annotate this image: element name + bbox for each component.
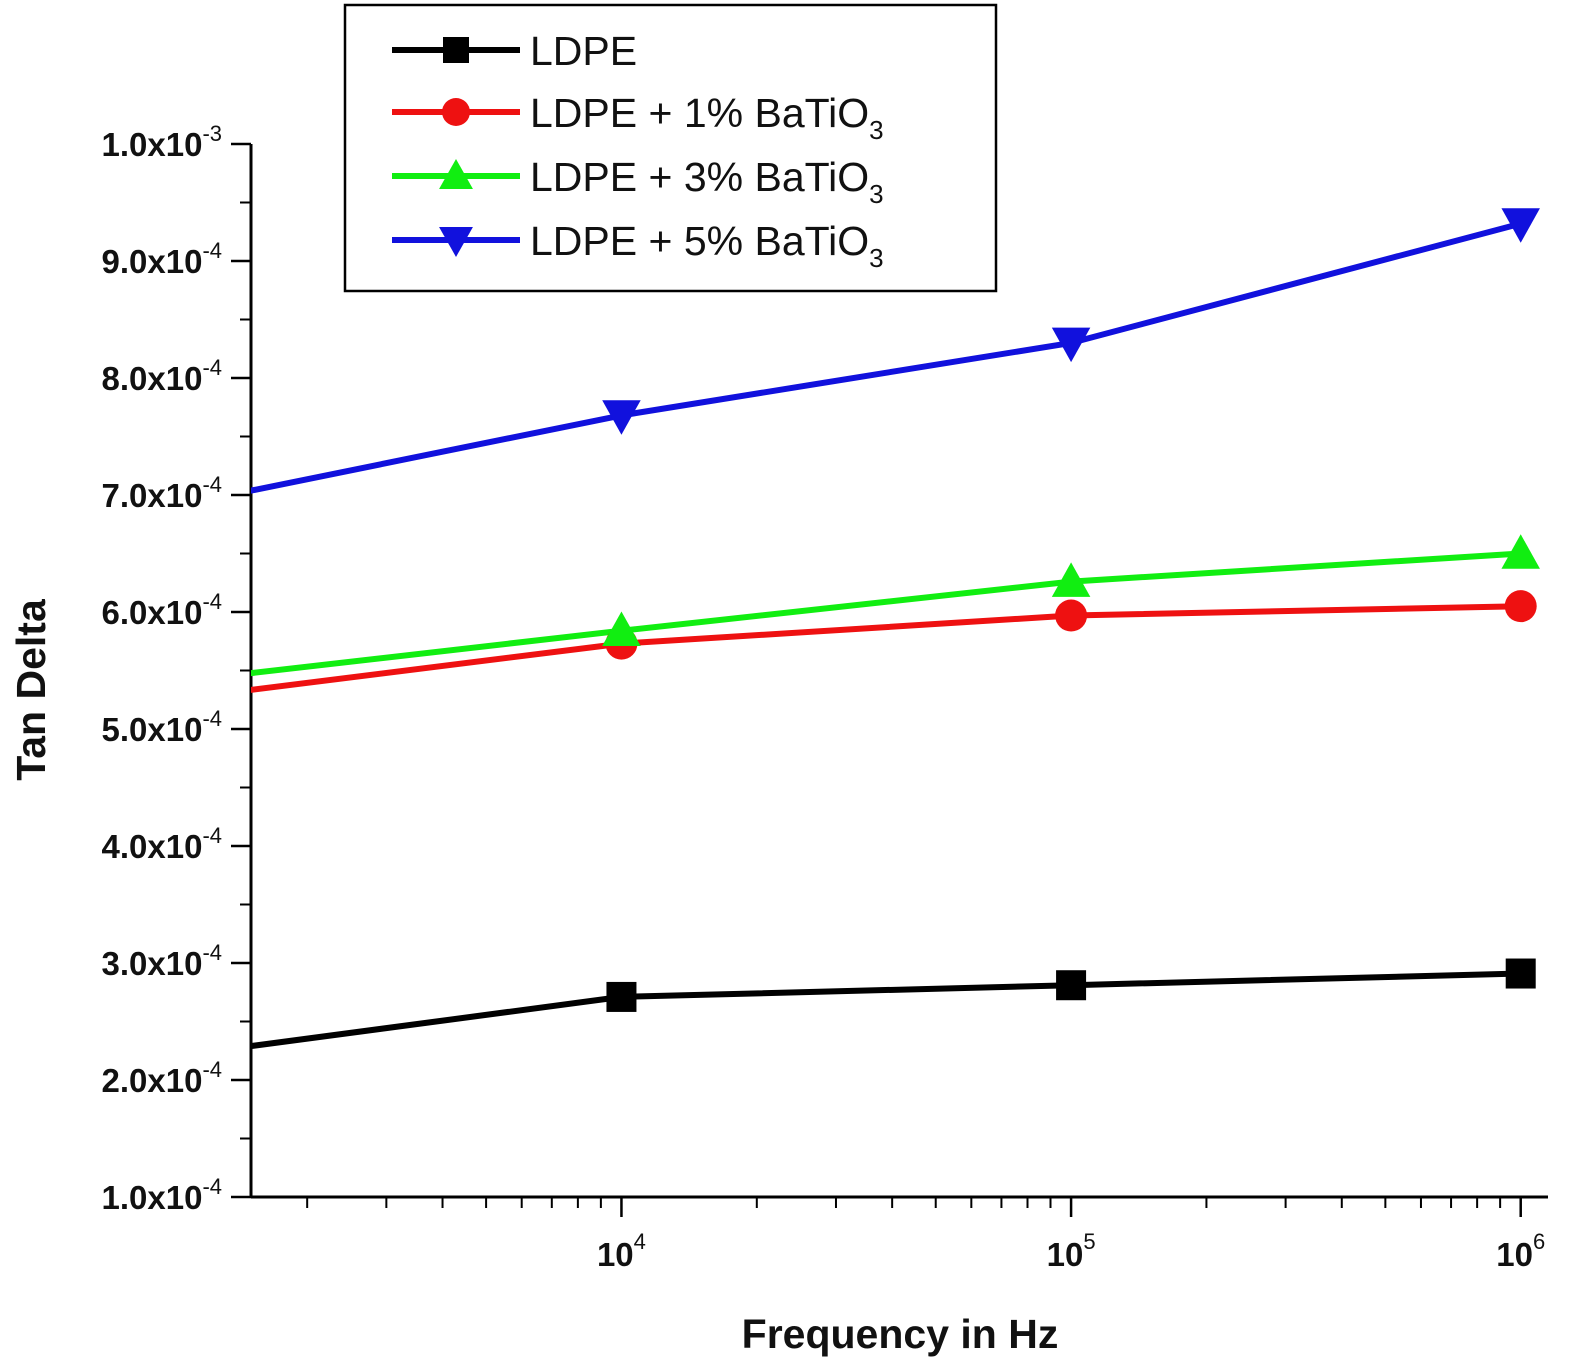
x-tick-label: 106	[1496, 1229, 1545, 1273]
y-tick-label: 1.0x10-3	[102, 121, 223, 163]
y-tick-label: 1.0x10-4	[102, 1174, 223, 1216]
marker-square	[1505, 958, 1536, 989]
legend-label: LDPE + 1% BaTiO3	[530, 90, 884, 145]
x-axis-title: Frequency in Hz	[742, 1311, 1059, 1357]
marker-circle	[1504, 590, 1537, 623]
axes	[249, 144, 1548, 1199]
y-tick-label: 6.0x10-4	[102, 589, 223, 631]
y-tick-label: 2.0x10-4	[102, 1057, 223, 1099]
marker-triangle-down	[602, 400, 641, 435]
x-tick-label: 105	[1047, 1229, 1096, 1273]
series-line	[251, 603, 1521, 693]
x-tick-label: 104	[597, 1229, 646, 1273]
marker-square	[1056, 970, 1087, 1001]
y-tick-label: 8.0x10-4	[102, 355, 223, 397]
markers-layer	[602, 208, 1540, 1012]
marker-triangle-up	[1051, 562, 1091, 597]
legend-label: LDPE + 3% BaTiO3	[530, 154, 884, 209]
marker-triangle-up	[1501, 534, 1540, 569]
marker-triangle-down	[1501, 208, 1540, 243]
marker-triangle-down	[439, 227, 473, 257]
y-tick-label: 3.0x10-4	[102, 940, 223, 982]
marker-triangle-down	[1051, 327, 1091, 363]
series-layer	[251, 220, 1522, 1050]
legend: LDPE LDPE + 1% BaTiO3 LDPE + 3% BaTiO3 LDPE…	[343, 3, 998, 293]
y-tick-label: 9.0x10-4	[102, 238, 223, 280]
y-axis-title: Tan Delta	[8, 598, 54, 781]
marker-square	[606, 981, 637, 1012]
marker-triangle-up	[602, 611, 641, 646]
marker-square	[443, 37, 469, 63]
series-line	[251, 970, 1521, 1050]
series-line	[251, 550, 1521, 677]
marker-circle	[1055, 599, 1088, 632]
marker-triangle-up	[439, 159, 473, 189]
y-tick-label: 5.0x10-4	[102, 706, 223, 748]
series-line	[251, 220, 1522, 494]
legend-label: LDPE + 5% BaTiO3	[530, 218, 884, 273]
y-tick-label: 7.0x10-4	[102, 472, 223, 514]
ticks-layer: 1.0x10-4 2.0x10-4 3.0x10-4 4.0x10-4 5.0x10-4…	[102, 121, 1546, 1273]
legend-label: LDPE	[530, 28, 637, 74]
marker-circle	[442, 98, 470, 126]
y-tick-label: 4.0x10-4	[102, 823, 223, 865]
